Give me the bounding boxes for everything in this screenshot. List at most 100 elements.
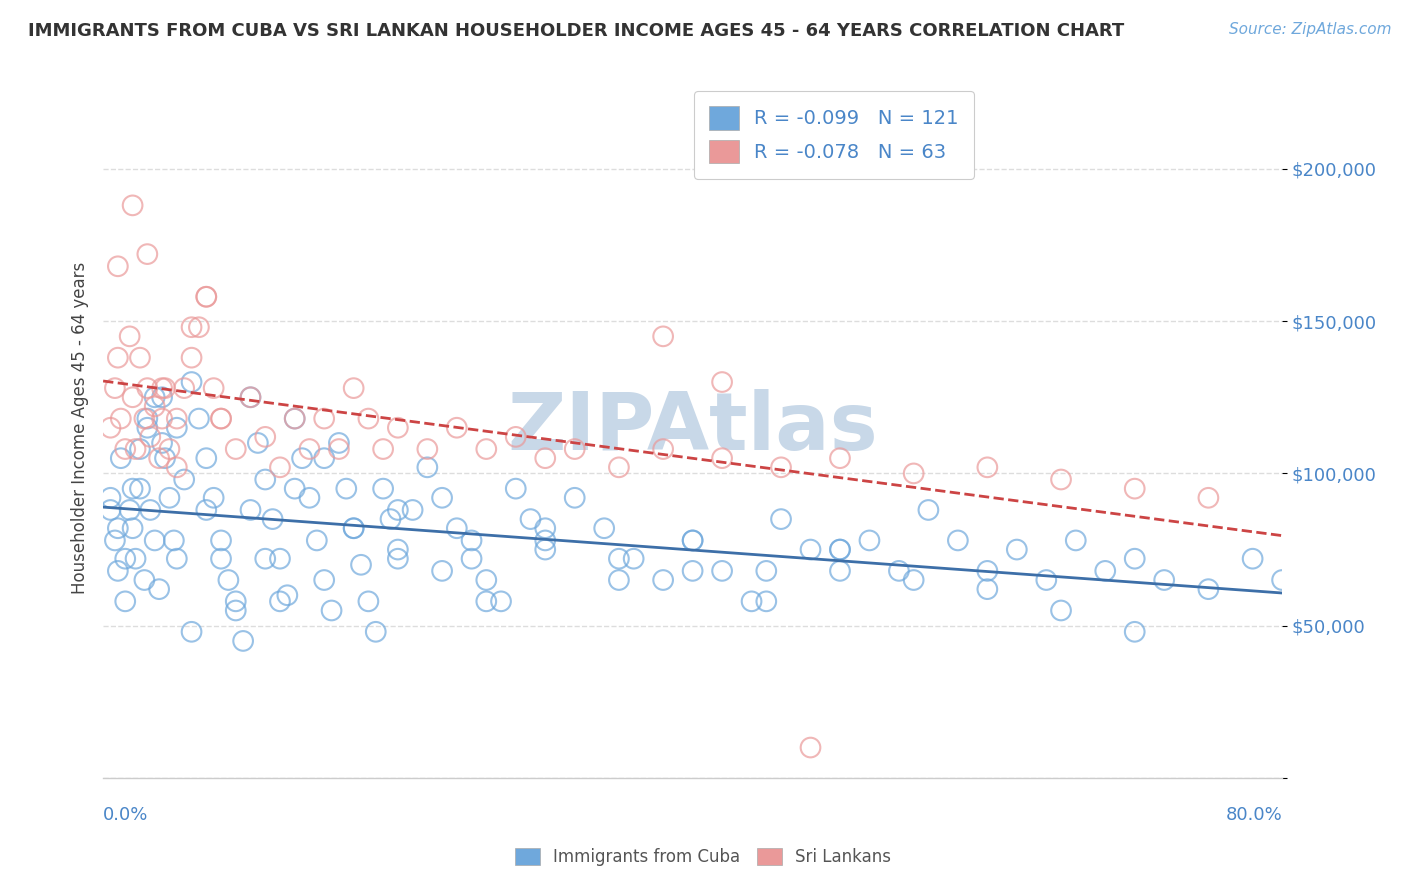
Point [107, 351, 129, 365]
Point [314, 451, 336, 466]
Point [314, 573, 336, 587]
Point [225, 442, 247, 456]
Point [298, 442, 321, 456]
Point [505, 430, 527, 444]
Point [284, 411, 307, 425]
Point [262, 512, 284, 526]
Point [139, 503, 162, 517]
Point [387, 542, 409, 557]
Point [118, 503, 141, 517]
Point [166, 421, 188, 435]
Point [121, 482, 143, 496]
Point [121, 521, 143, 535]
Text: IMMIGRANTS FROM CUBA VS SRI LANKAN HOUSEHOLDER INCOME AGES 45 - 64 YEARS CORRELA: IMMIGRANTS FROM CUBA VS SRI LANKAN HOUSE… [28, 22, 1125, 40]
Point [134, 411, 156, 425]
Point [416, 442, 439, 456]
Point [104, 381, 127, 395]
Point [143, 533, 166, 548]
Point [755, 594, 778, 608]
Point [124, 551, 146, 566]
Point [136, 421, 159, 435]
Point [225, 594, 247, 608]
Point [976, 460, 998, 475]
Point [711, 375, 734, 389]
Point [114, 442, 136, 456]
Point [136, 381, 159, 395]
Point [107, 521, 129, 535]
Point [314, 411, 336, 425]
Point [136, 411, 159, 425]
Point [711, 564, 734, 578]
Point [180, 624, 202, 639]
Point [246, 436, 269, 450]
Point [1271, 573, 1294, 587]
Point [446, 421, 468, 435]
Point [100, 503, 122, 517]
Point [828, 542, 851, 557]
Point [159, 491, 181, 505]
Point [148, 582, 170, 596]
Point [711, 451, 734, 466]
Point [917, 503, 939, 517]
Point [187, 320, 209, 334]
Point [254, 551, 277, 566]
Point [1035, 573, 1057, 587]
Point [371, 482, 394, 496]
Point [110, 451, 132, 466]
Point [534, 451, 557, 466]
Point [387, 503, 409, 517]
Point [335, 482, 357, 496]
Point [232, 634, 254, 648]
Point [159, 442, 181, 456]
Point [150, 436, 173, 450]
Point [364, 624, 387, 639]
Point [460, 533, 482, 548]
Text: 80.0%: 80.0% [1226, 806, 1282, 824]
Point [209, 411, 232, 425]
Point [254, 430, 277, 444]
Point [652, 329, 675, 343]
Point [401, 503, 423, 517]
Point [276, 588, 298, 602]
Point [187, 411, 209, 425]
Point [976, 582, 998, 596]
Point [343, 521, 366, 535]
Point [173, 473, 195, 487]
Point [770, 460, 793, 475]
Point [121, 390, 143, 404]
Point [1197, 582, 1219, 596]
Point [328, 436, 350, 450]
Point [143, 390, 166, 404]
Text: Source: ZipAtlas.com: Source: ZipAtlas.com [1229, 22, 1392, 37]
Point [741, 594, 763, 608]
Point [150, 390, 173, 404]
Point [858, 533, 880, 548]
Point [195, 451, 218, 466]
Point [887, 564, 910, 578]
Point [534, 533, 557, 548]
Point [430, 564, 453, 578]
Point [799, 542, 821, 557]
Point [153, 451, 176, 466]
Point [139, 430, 162, 444]
Point [446, 521, 468, 535]
Point [100, 421, 122, 435]
Point [475, 594, 498, 608]
Point [519, 512, 541, 526]
Point [129, 351, 152, 365]
Point [607, 573, 630, 587]
Point [269, 551, 291, 566]
Point [976, 564, 998, 578]
Point [143, 400, 166, 414]
Point [1050, 603, 1073, 617]
Point [107, 564, 129, 578]
Point [202, 491, 225, 505]
Point [343, 381, 366, 395]
Point [118, 329, 141, 343]
Point [1153, 573, 1175, 587]
Point [946, 533, 969, 548]
Point [173, 381, 195, 395]
Point [682, 533, 704, 548]
Point [682, 533, 704, 548]
Point [475, 442, 498, 456]
